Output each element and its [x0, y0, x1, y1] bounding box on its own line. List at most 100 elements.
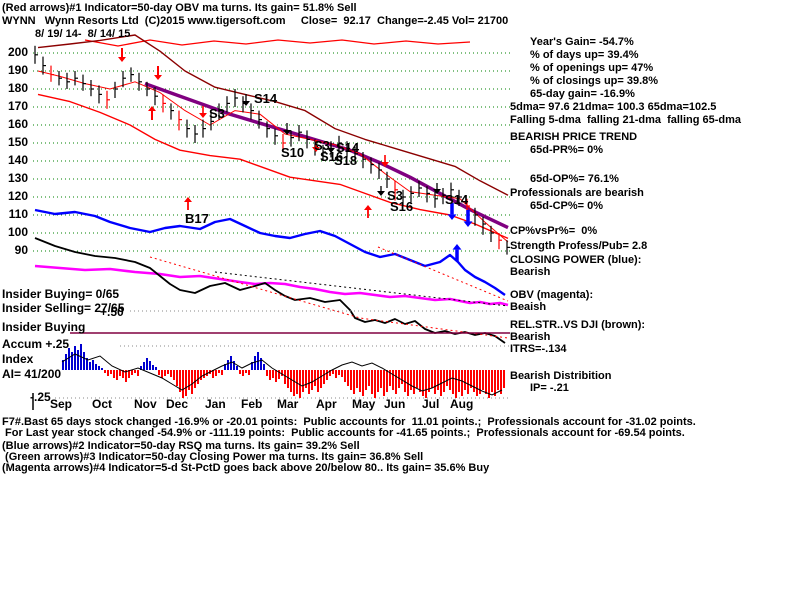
accum-bar-positive	[155, 367, 157, 370]
y-axis-label: 170	[7, 99, 28, 113]
sidebar-stat-line: Beaish	[510, 301, 547, 313]
accum-bar-positive	[86, 358, 88, 370]
y-axis-label: 110	[8, 207, 28, 221]
series-cp_trend_dotted	[377, 246, 509, 302]
accum-bar-negative	[365, 370, 367, 390]
ticker-title-line: WYNN Wynn Resorts Ltd (C)2015 www.tigers…	[2, 15, 509, 27]
footer-line: (Magenta arrows)#4 Indicator=5-d St-PctD…	[2, 462, 490, 474]
accum-bar-positive	[65, 354, 67, 370]
accum-bar-negative	[194, 370, 196, 388]
sidebar-stat-line: % of openings up= 47%	[530, 62, 654, 74]
accum-bar-negative	[293, 370, 295, 396]
accum-bar-negative	[377, 370, 379, 392]
accum-bar-positive	[152, 365, 154, 370]
month-label: Sep	[50, 397, 73, 411]
sidebar-stat-line: CLOSING POWER (blue):	[510, 254, 642, 266]
signal-arrow-down-head	[463, 221, 473, 227]
accum-bar-negative	[173, 370, 175, 380]
signal-arrow-up-head	[184, 197, 192, 202]
accum-bar-negative	[299, 370, 301, 398]
sidebar-stat-line: 65d-PR%= 0%	[530, 144, 604, 156]
accum-bar-negative	[287, 370, 289, 388]
footer-line: (Blue arrows)#2 Indicator=50-day RSQ ma …	[2, 440, 360, 452]
accum-bar-negative	[473, 370, 475, 392]
sidebar-stat-line: OBV (magenta):	[510, 289, 594, 301]
signal-label-s14: S14	[254, 91, 278, 106]
accum-bar-negative	[269, 370, 271, 380]
accum-bar-negative	[401, 370, 403, 384]
accum-bar-positive	[251, 362, 253, 370]
series-ma_red	[37, 70, 509, 243]
accum-bar-negative	[371, 370, 373, 394]
accum-bar-negative	[314, 370, 316, 386]
accum-bar-negative	[317, 370, 319, 392]
signal-arrow-down-head	[433, 189, 441, 194]
date-range: 8/ 19/ 14- 8/ 14/ 15	[35, 28, 131, 40]
signal-label-s14: S14	[336, 140, 360, 155]
accum-bar-negative	[443, 370, 445, 392]
accum-bar-negative	[281, 370, 283, 376]
accum-bar-negative	[329, 370, 331, 376]
series-lower_band	[37, 93, 509, 240]
signal-arrow-down-head	[242, 101, 250, 106]
accum-bar-negative	[242, 370, 244, 376]
accum-bar-positive	[149, 361, 151, 370]
accum-bar-negative	[176, 370, 178, 386]
footer-line: For Last year stock changed -54.9% or -1…	[2, 427, 685, 439]
accum-bar-positive	[77, 350, 79, 370]
sidebar-stat-line: ITRS=-.134	[510, 343, 567, 355]
accum-bar-positive	[68, 348, 70, 370]
sidebar-stat-line: % of days up= 39.4%	[530, 49, 639, 61]
accum-bar-negative	[215, 370, 217, 376]
accum-bar-negative	[434, 370, 436, 394]
accum-bar-negative	[113, 370, 115, 378]
month-label: Nov	[134, 397, 157, 411]
sidebar-stat-line: BEARISH PRICE TREND	[510, 131, 638, 143]
accum-bar-positive	[230, 356, 232, 370]
accum-bar-negative	[494, 370, 496, 396]
y-axis-label: 200	[7, 45, 28, 59]
accum-bar-negative	[275, 370, 277, 382]
accum-bar-negative	[197, 370, 199, 384]
accum-bar-negative	[455, 370, 457, 398]
left-pane-label: Accum +.25	[2, 337, 70, 351]
accum-bar-negative	[461, 370, 463, 396]
footer-line: (Green arrows)#3 Indicator=50-day Closin…	[2, 451, 424, 463]
left-pane-label: AI= 41/200	[2, 367, 62, 381]
accum-bar-negative	[110, 370, 112, 374]
y-axis-label: 120	[7, 189, 28, 203]
footer-line: F7#.Bast 65 days stock changed -16.9% or…	[2, 416, 696, 428]
series-rel_str	[34, 237, 506, 344]
sidebar-stat-line: Bearish	[510, 331, 551, 343]
signal-arrow-down-head	[377, 191, 385, 196]
accum-bar-positive	[263, 364, 265, 370]
sidebar-stat-line: Professionals are bearish	[510, 187, 644, 199]
accum-bar-negative	[464, 370, 466, 390]
accum-bar-positive	[233, 361, 235, 370]
accum-bar-negative	[368, 370, 370, 386]
left-pane-label: +.50	[100, 305, 124, 319]
accum-bar-negative	[320, 370, 322, 388]
signal-arrow-up-head	[364, 205, 372, 210]
accum-bar-negative	[383, 370, 385, 396]
red-squiggle-annotation	[84, 39, 471, 47]
y-axis-label: 150	[7, 135, 28, 149]
left-pane-label: Insider Selling= 27/65	[2, 301, 125, 315]
signal-label-s3: S3	[387, 188, 403, 203]
accum-bar-negative	[338, 370, 340, 375]
accum-bar-negative	[122, 370, 124, 378]
accum-bar-negative	[452, 370, 454, 394]
accum-bar-negative	[500, 370, 502, 394]
accum-bar-negative	[332, 370, 334, 374]
accum-bar-negative	[125, 370, 127, 382]
signal-arrow-down-head	[199, 113, 207, 118]
sidebar-stat-line: 65d-CP%= 0%	[530, 200, 604, 212]
accum-bar-positive	[89, 362, 91, 370]
accum-bar-negative	[395, 370, 397, 394]
accum-bar-negative	[344, 370, 346, 382]
left-pane-label: Insider Buying	[2, 320, 86, 334]
accum-bar-negative	[311, 370, 313, 390]
accum-bar-negative	[485, 370, 487, 394]
accum-bar-positive	[95, 364, 97, 370]
accum-bar-negative	[185, 370, 187, 396]
